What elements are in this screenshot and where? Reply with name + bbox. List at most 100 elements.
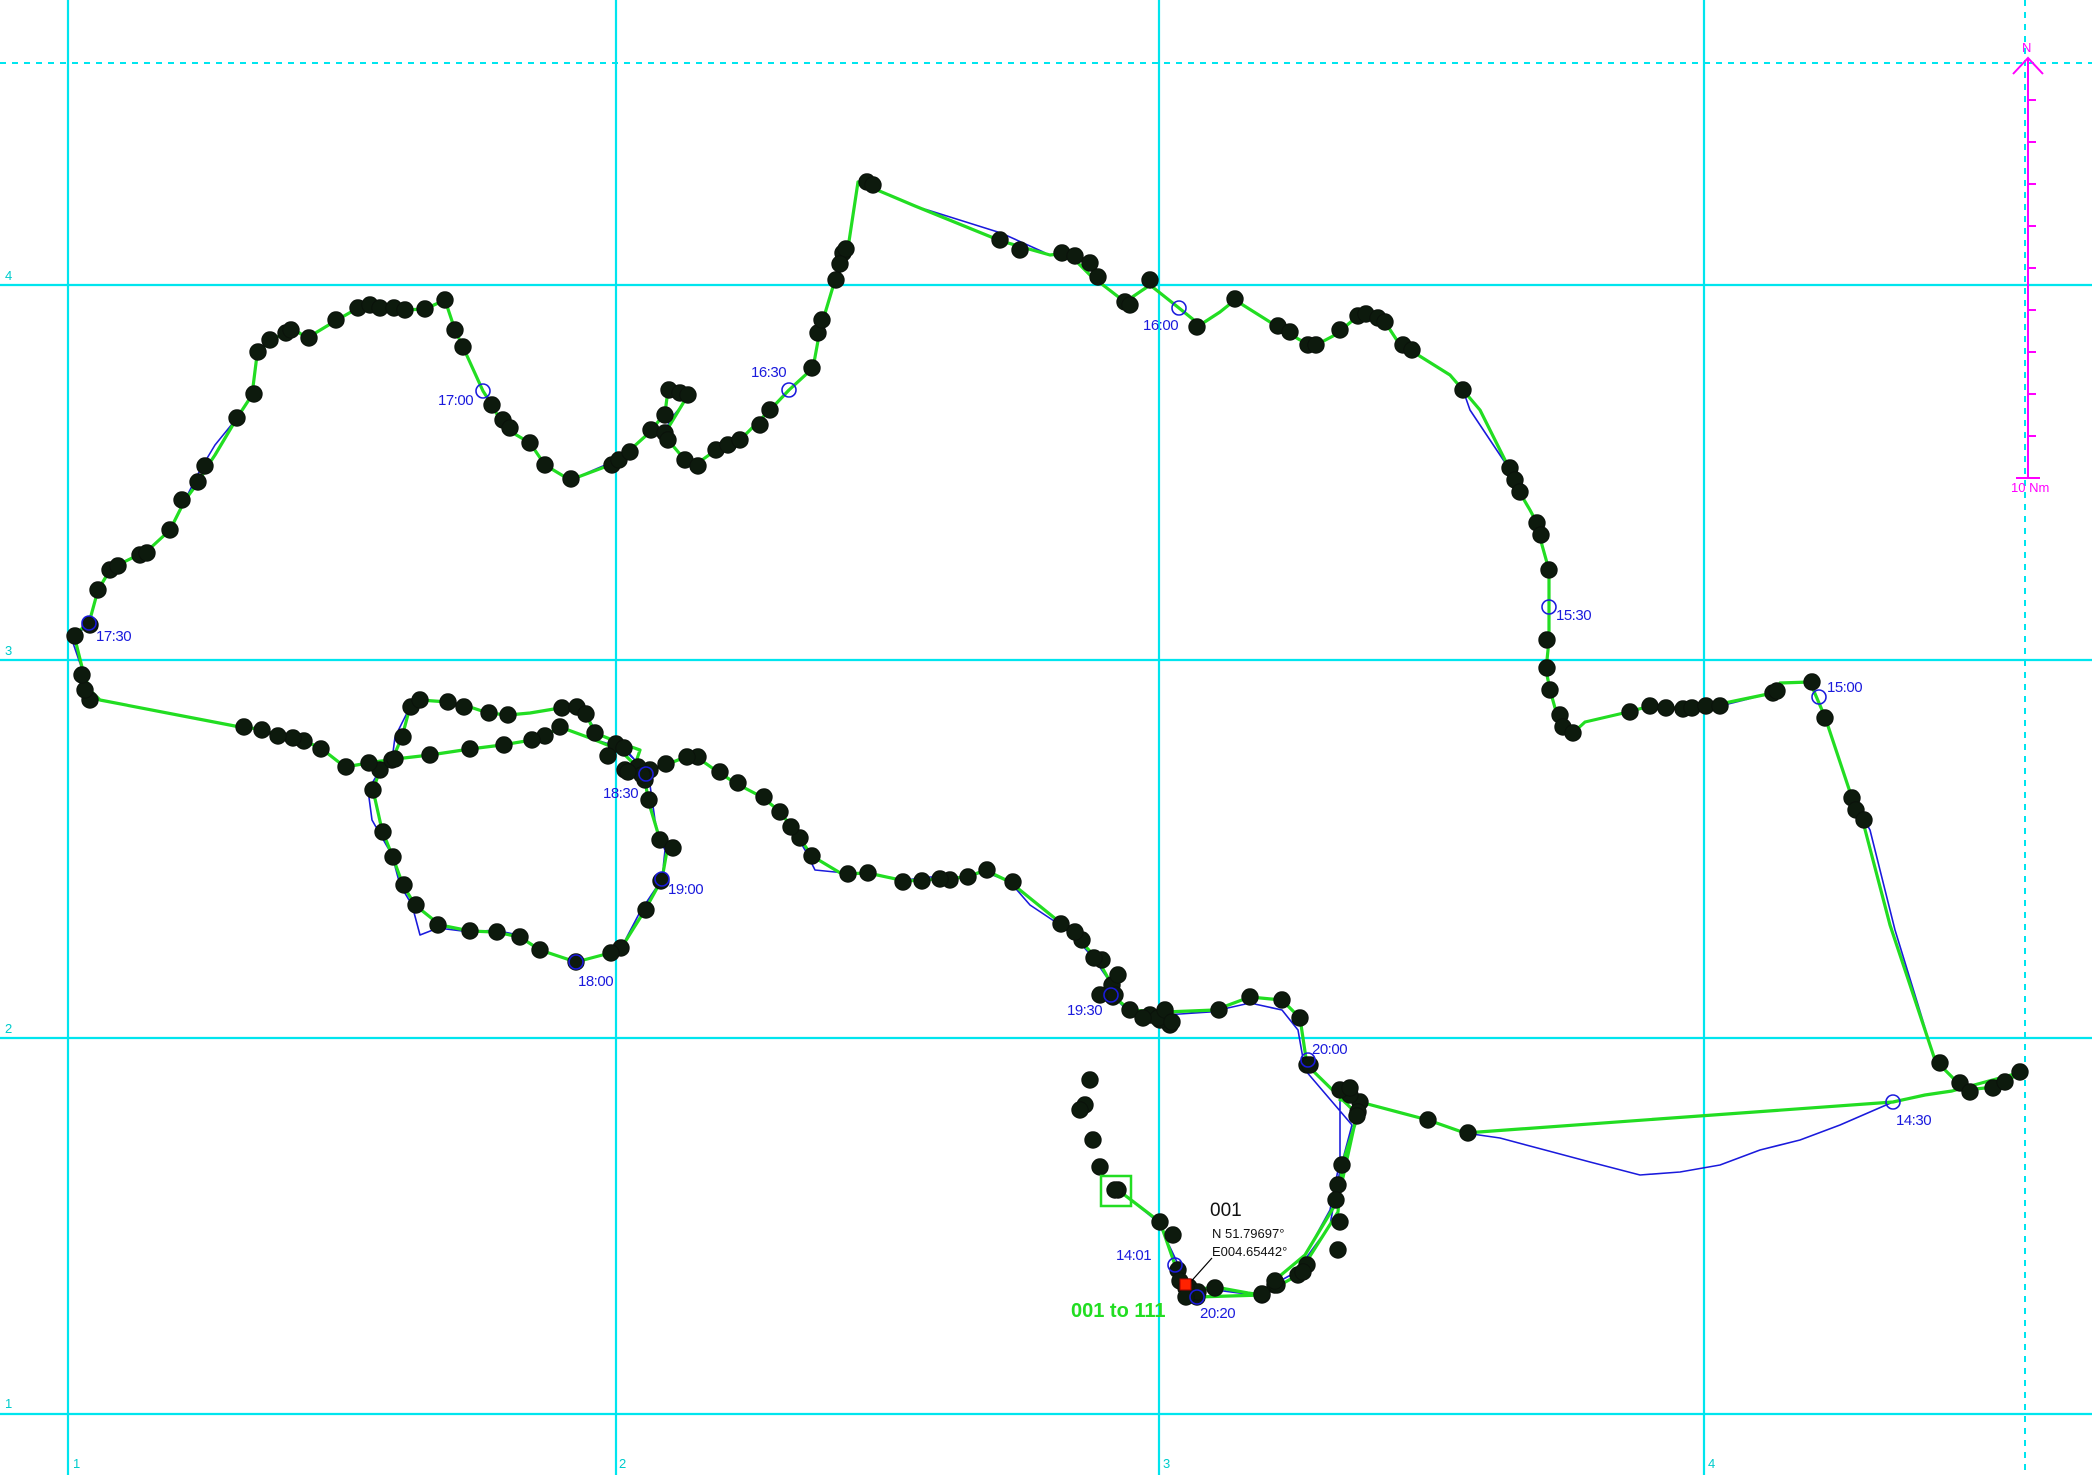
track-point[interactable] [1301, 1056, 1319, 1074]
track-point[interactable] [499, 706, 517, 724]
track-point[interactable] [711, 763, 729, 781]
track-point[interactable] [1931, 1054, 1949, 1072]
track-point[interactable] [642, 421, 660, 439]
track-point[interactable] [659, 431, 677, 449]
track-point[interactable] [1711, 697, 1729, 715]
track-point[interactable] [664, 839, 682, 857]
track-point[interactable] [1307, 336, 1325, 354]
track-point[interactable] [751, 416, 769, 434]
track-point[interactable] [1188, 318, 1206, 336]
track-point[interactable] [1164, 1226, 1182, 1244]
track-point[interactable] [1106, 986, 1124, 1004]
track-point[interactable] [253, 721, 271, 739]
track-point[interactable] [337, 758, 355, 776]
track-point[interactable] [396, 301, 414, 319]
track-point[interactable] [1273, 991, 1291, 1009]
waypoint-marker-icon[interactable] [1179, 1278, 1192, 1291]
track-point[interactable] [461, 740, 479, 758]
track-point[interactable] [615, 739, 633, 757]
track-point[interactable] [1011, 241, 1029, 259]
track-point[interactable] [1163, 1013, 1181, 1031]
track-point[interactable] [89, 581, 107, 599]
track-point[interactable] [813, 311, 831, 329]
track-point[interactable] [312, 740, 330, 758]
track-point[interactable] [1768, 682, 1786, 700]
track-point[interactable] [282, 321, 300, 339]
track-point[interactable] [261, 331, 279, 349]
track-point[interactable] [1241, 988, 1259, 1006]
track-point[interactable] [109, 557, 127, 575]
track-point[interactable] [1253, 1285, 1271, 1303]
track-point[interactable] [284, 729, 302, 747]
track-point[interactable] [678, 748, 696, 766]
track-point[interactable] [429, 916, 447, 934]
track-point[interactable] [1540, 561, 1558, 579]
track-point[interactable] [731, 431, 749, 449]
track-point[interactable] [161, 521, 179, 539]
track-point[interactable] [436, 291, 454, 309]
track-point[interactable] [1333, 1156, 1351, 1174]
track-point[interactable] [1816, 709, 1834, 727]
track-point[interactable] [621, 443, 639, 461]
track-point[interactable] [1538, 631, 1556, 649]
track-point[interactable] [511, 928, 529, 946]
track-point[interactable] [439, 693, 457, 711]
track-point[interactable] [1403, 341, 1421, 359]
track-point[interactable] [374, 823, 392, 841]
track-point[interactable] [76, 681, 94, 699]
track-point[interactable] [1454, 381, 1472, 399]
track-point[interactable] [1855, 811, 1873, 829]
track-point[interactable] [894, 873, 912, 891]
track-point[interactable] [577, 705, 595, 723]
track-point[interactable] [536, 456, 554, 474]
track-point[interactable] [562, 470, 580, 488]
track-point[interactable] [1151, 1213, 1169, 1231]
track-point[interactable] [1210, 1001, 1228, 1019]
track-point[interactable] [269, 727, 287, 745]
track-point[interactable] [531, 941, 549, 959]
track-point[interactable] [1511, 483, 1529, 501]
track-point[interactable] [1266, 1272, 1284, 1290]
track-point[interactable] [1419, 1111, 1437, 1129]
track-point[interactable] [416, 300, 434, 318]
track-point[interactable] [1459, 1124, 1477, 1142]
track-point[interactable] [1121, 1001, 1139, 1019]
track-point[interactable] [839, 865, 857, 883]
track-point[interactable] [1532, 526, 1550, 544]
track-point[interactable] [1004, 873, 1022, 891]
track-point[interactable] [300, 329, 318, 347]
track-point[interactable] [138, 544, 156, 562]
track-point[interactable] [66, 627, 84, 645]
track-point[interactable] [1089, 268, 1107, 286]
track-point[interactable] [173, 491, 191, 509]
track-point[interactable] [501, 419, 519, 437]
track-point[interactable] [864, 176, 882, 194]
track-point[interactable] [1066, 247, 1084, 265]
track-point[interactable] [386, 750, 404, 768]
track-point[interactable] [586, 724, 604, 742]
track-point[interactable] [461, 922, 479, 940]
track-point[interactable] [411, 691, 429, 709]
track-point[interactable] [480, 704, 498, 722]
track-point[interactable] [1291, 1009, 1309, 1027]
track-point[interactable] [446, 321, 464, 339]
track-point[interactable] [755, 788, 773, 806]
track-point[interactable] [1121, 296, 1139, 314]
track-point[interactable] [1641, 697, 1659, 715]
track-point[interactable] [1538, 659, 1556, 677]
track-point[interactable] [495, 736, 513, 754]
track-point[interactable] [245, 385, 263, 403]
track-point[interactable] [1281, 323, 1299, 341]
track-point[interactable] [1294, 1263, 1312, 1281]
track-point[interactable] [656, 406, 674, 424]
track-point[interactable] [228, 409, 246, 427]
track-point[interactable] [913, 872, 931, 890]
track-point[interactable] [364, 781, 382, 799]
track-point[interactable] [249, 343, 267, 361]
track-point[interactable] [1621, 703, 1639, 721]
track-point[interactable] [619, 763, 637, 781]
track-point[interactable] [1206, 1279, 1224, 1297]
track-point[interactable] [360, 754, 378, 772]
track-point[interactable] [1803, 673, 1821, 691]
track-point[interactable] [523, 731, 541, 749]
